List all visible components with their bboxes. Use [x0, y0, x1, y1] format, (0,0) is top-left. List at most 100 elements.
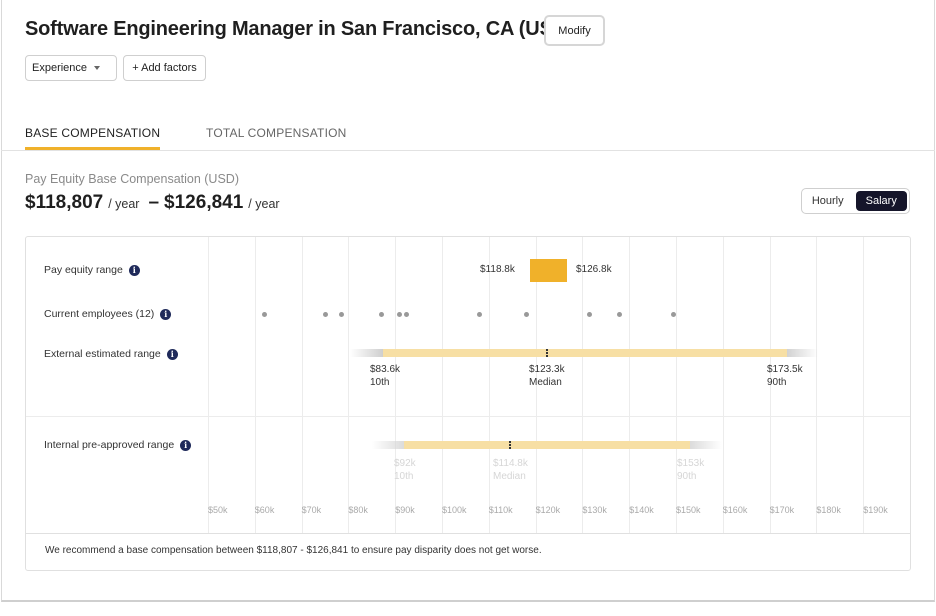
grid-line	[535, 237, 537, 533]
axis-tick-label: $160k	[722, 505, 748, 515]
axis-tick-label: $100k	[442, 505, 467, 515]
internal-range-bar[interactable]	[404, 441, 690, 449]
row-label-internal: Internal pre-approved range i	[44, 439, 192, 451]
rate-toggle: Hourly Salary	[801, 188, 910, 214]
grid-line	[442, 237, 443, 533]
grid-line	[769, 237, 771, 533]
internal-median-marker	[509, 441, 511, 449]
tab-total-compensation[interactable]: TOTAL COMPENSATION	[206, 126, 347, 140]
page-title: Software Engineering Manager in San Fran…	[25, 18, 560, 40]
info-icon[interactable]: i	[180, 439, 192, 451]
employee-dot[interactable]	[476, 312, 482, 317]
modify-button[interactable]: Modify	[544, 15, 605, 46]
axis-tick-label: $180k	[816, 505, 841, 515]
employee-dot[interactable]	[404, 312, 410, 317]
external-p90-value: $173.5k	[767, 364, 803, 375]
tab-base-compensation[interactable]: BASE COMPENSATION	[25, 126, 161, 140]
grid-line	[863, 237, 865, 533]
axis-tick-label: $80k	[348, 505, 368, 515]
axis-tick-label: $150k	[676, 505, 701, 515]
internal-median-value: $114.8k	[493, 458, 528, 469]
employee-dot[interactable]	[397, 312, 403, 317]
per-year-high: / year	[248, 197, 280, 211]
employee-dot[interactable]	[671, 312, 677, 317]
active-tab-indicator	[25, 147, 160, 150]
external-median-caption: Median	[529, 377, 562, 388]
employee-dot[interactable]	[523, 312, 529, 317]
internal-range-label: Internal pre-approved range	[44, 439, 175, 451]
pay-equity-label: Pay equity range	[44, 264, 123, 276]
row-label-current: Current employees (12) i	[44, 308, 172, 320]
axis-tick-label: $90k	[395, 505, 415, 515]
row-separator	[26, 416, 910, 417]
chevron-down-icon	[94, 66, 101, 70]
internal-p10-value: $92k	[394, 458, 416, 469]
axis-tick-label: $110k	[488, 505, 513, 515]
internal-p90: $153k 90th	[677, 457, 704, 483]
external-median-value: $123.3k	[529, 364, 565, 375]
current-employees-label: Current employees (12)	[44, 308, 155, 320]
grid-line	[254, 237, 256, 533]
external-p10: $83.6k 10th	[370, 363, 400, 389]
grid-line	[722, 237, 724, 533]
grid-line	[488, 237, 490, 533]
experience-dropdown[interactable]: Experience	[25, 55, 117, 81]
employee-dot[interactable]	[338, 312, 344, 317]
info-icon[interactable]: i	[128, 264, 140, 276]
axis-tick-label: $50k	[208, 505, 228, 515]
external-range-label: External estimated range	[44, 348, 161, 360]
internal-p10-caption: 10th	[394, 471, 414, 482]
per-year-low: / year	[108, 197, 140, 211]
grid-line	[676, 237, 677, 533]
toggle-salary[interactable]: Salary	[855, 191, 907, 211]
axis-tick-label: $120k	[535, 505, 561, 515]
external-p10-value: $83.6k	[370, 364, 401, 375]
internal-median: $114.8k Median	[493, 457, 528, 483]
grid-line	[816, 237, 818, 533]
range-high: $126,841	[164, 192, 244, 213]
tab-divider	[1, 150, 935, 151]
external-p90: $173.5k 90th	[767, 363, 803, 389]
axis-tick-label: $170k	[769, 505, 795, 515]
internal-p90-caption: 90th	[677, 471, 697, 482]
info-icon[interactable]: i	[160, 308, 172, 320]
internal-median-caption: Median	[493, 471, 526, 482]
page-frame	[1, 0, 935, 602]
section-subtitle: Pay Equity Base Compensation (USD)	[25, 172, 239, 186]
internal-p90-value: $153k	[677, 458, 705, 469]
axis-tick-label: $190k	[863, 505, 888, 515]
add-factors-button[interactable]: + Add factors	[123, 55, 206, 81]
employee-dot[interactable]	[586, 312, 592, 317]
grid-line	[395, 237, 397, 533]
employee-dot[interactable]	[617, 312, 623, 317]
external-median: $123.3k Median	[529, 363, 565, 389]
employee-dot[interactable]	[378, 312, 384, 317]
row-label-external: External estimated range i	[44, 348, 178, 360]
axis-tick-label: $130k	[582, 505, 607, 515]
external-range-bar[interactable]	[383, 349, 787, 357]
pay-equity-high-label: $126.8k	[576, 264, 612, 275]
card-divider	[26, 533, 910, 534]
info-icon[interactable]: i	[166, 348, 178, 360]
range-low: $118,807	[25, 192, 104, 213]
axis-tick-label: $60k	[254, 505, 275, 515]
toggle-hourly[interactable]: Hourly	[811, 195, 844, 207]
row-label-pay-equity: Pay equity range i	[44, 264, 140, 276]
grid-line	[582, 237, 584, 533]
grid-line	[348, 237, 350, 533]
grid-line	[208, 237, 209, 533]
axis-tick-label: $70k	[301, 505, 322, 515]
grid-line	[301, 237, 303, 533]
pay-equity-bar[interactable]	[529, 259, 568, 282]
chart-card	[25, 236, 911, 571]
internal-p10: $92k 10th	[394, 457, 416, 483]
pay-equity-low-label: $118.8k	[480, 264, 515, 275]
external-p10-caption: 10th	[370, 377, 390, 388]
experience-label: Experience	[32, 62, 88, 74]
employee-dot[interactable]	[322, 312, 328, 317]
employee-dot[interactable]	[261, 312, 267, 317]
external-median-marker	[546, 349, 548, 357]
compensation-range: $118,807 / year – $126,841 / year	[25, 192, 280, 214]
range-dash: –	[148, 192, 160, 213]
external-p90-caption: 90th	[767, 377, 787, 388]
